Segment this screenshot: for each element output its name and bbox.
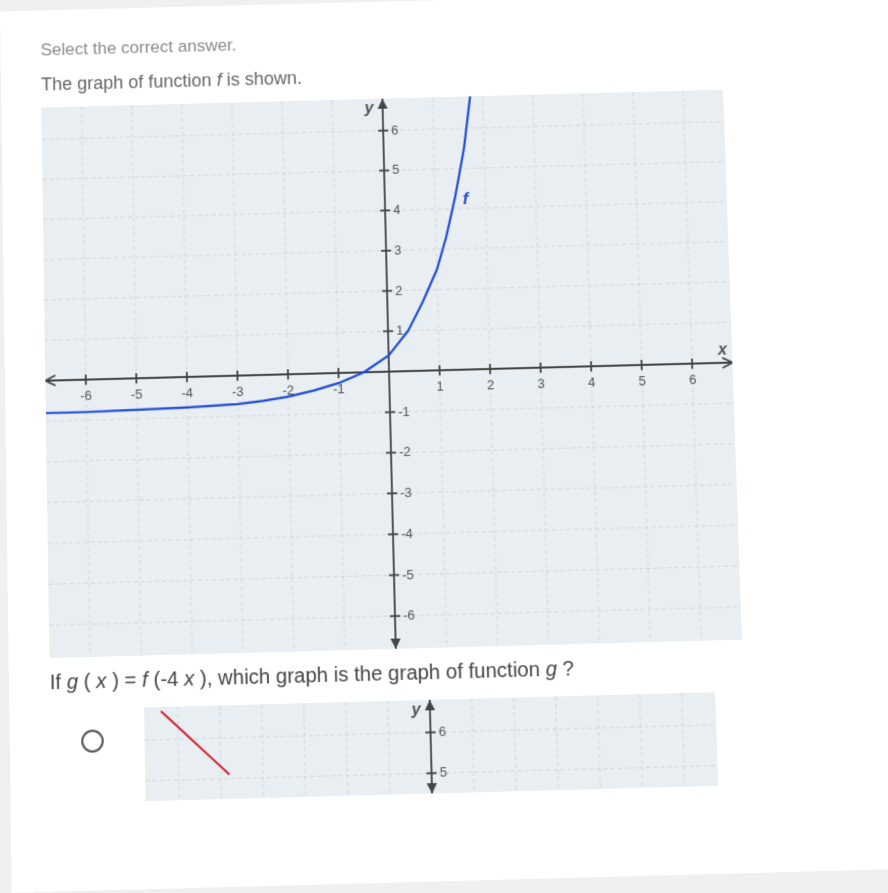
q-g: g xyxy=(67,671,79,694)
q-p2: ) = xyxy=(112,669,142,693)
answer-option-row[interactable] xyxy=(50,688,878,804)
question-text: If g ( x ) = f (-4 x ), which graph is t… xyxy=(50,650,874,696)
q-p3: (-4 xyxy=(153,668,178,691)
answer-chart-1 xyxy=(144,692,718,801)
main-chart xyxy=(41,90,742,658)
q-x1: x xyxy=(96,670,107,693)
prompt-text: The graph of function f is shown. xyxy=(41,53,851,95)
q-p1: ( xyxy=(84,671,91,694)
prompt-prefix: The graph of function xyxy=(41,70,217,95)
main-chart-container xyxy=(41,90,742,658)
q-g2: g xyxy=(545,658,557,681)
radio-button-option-1[interactable] xyxy=(81,729,104,752)
instruction-text: Select the correct answer. xyxy=(40,19,849,60)
q-x2: x xyxy=(184,668,195,691)
q-end: ? xyxy=(562,658,574,681)
question-page: Select the correct answer. The graph of … xyxy=(0,0,888,893)
q-p4: ), which graph is the graph of function xyxy=(200,658,546,690)
q-prefix: If xyxy=(50,671,67,694)
prompt-suffix: is shown. xyxy=(226,68,302,90)
q-f: f xyxy=(142,669,148,692)
prompt-function-name: f xyxy=(216,70,226,90)
